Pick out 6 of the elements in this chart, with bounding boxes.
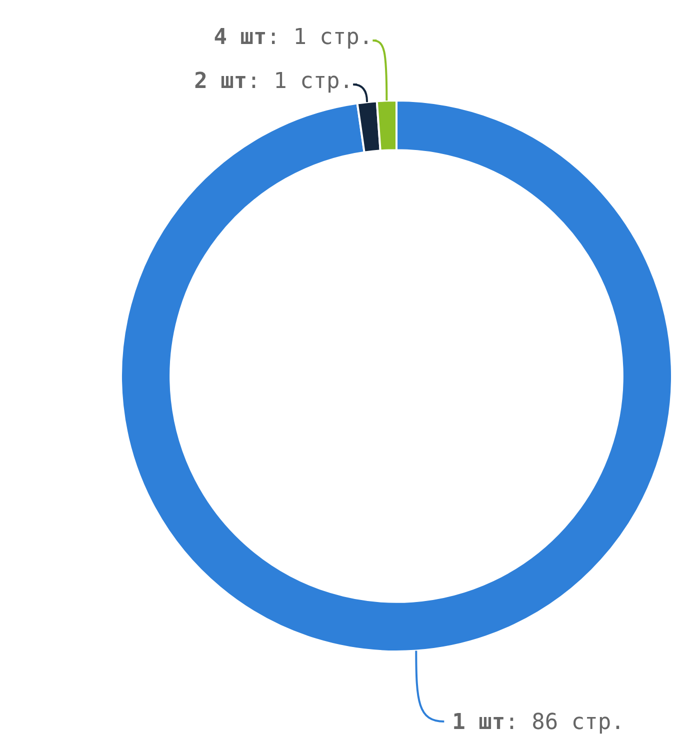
slice-label: 2 шт bbox=[194, 69, 248, 94]
data-label: : 1 стр. bbox=[247, 69, 354, 94]
slice-label: 4 шт bbox=[214, 25, 267, 50]
data-label: : 86 стр. bbox=[505, 710, 624, 736]
slice-label: 1 шт bbox=[452, 710, 506, 736]
data-label: : 1 стр. bbox=[266, 25, 373, 50]
